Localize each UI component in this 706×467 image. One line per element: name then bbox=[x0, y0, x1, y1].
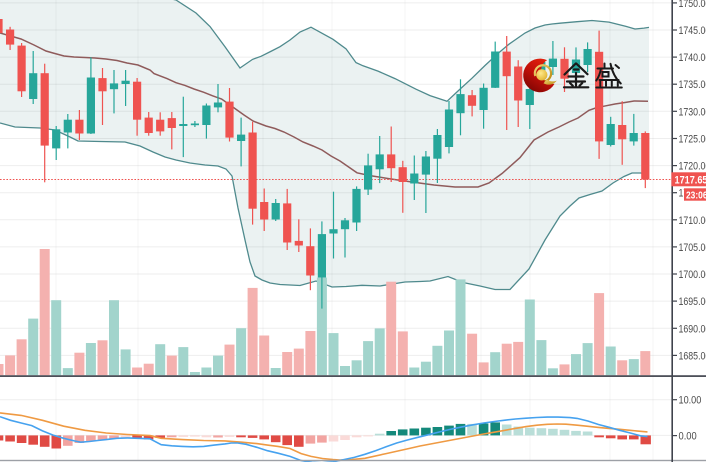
svg-text:1695.00: 1695.00 bbox=[679, 296, 706, 308]
svg-text:1710.00: 1710.00 bbox=[679, 215, 706, 227]
svg-text:1717.65: 1717.65 bbox=[675, 174, 706, 186]
svg-text:1720.00: 1720.00 bbox=[679, 161, 706, 173]
svg-text:1725.00: 1725.00 bbox=[679, 134, 706, 146]
svg-text:1740.00: 1740.00 bbox=[679, 52, 706, 64]
svg-text:1745.00: 1745.00 bbox=[679, 25, 706, 37]
svg-text:1685.00: 1685.00 bbox=[679, 350, 706, 362]
svg-text:0.00: 0.00 bbox=[679, 431, 697, 443]
svg-text:1735.00: 1735.00 bbox=[679, 79, 706, 91]
svg-text:1750.00: 1750.00 bbox=[679, 0, 706, 10]
svg-text:1705.00: 1705.00 bbox=[679, 242, 706, 254]
svg-text:1700.00: 1700.00 bbox=[679, 269, 706, 281]
svg-text:1730.00: 1730.00 bbox=[679, 106, 706, 118]
svg-text:1690.00: 1690.00 bbox=[679, 323, 706, 335]
svg-text:10.00: 10.00 bbox=[679, 395, 702, 407]
svg-text:23:06: 23:06 bbox=[686, 190, 706, 201]
